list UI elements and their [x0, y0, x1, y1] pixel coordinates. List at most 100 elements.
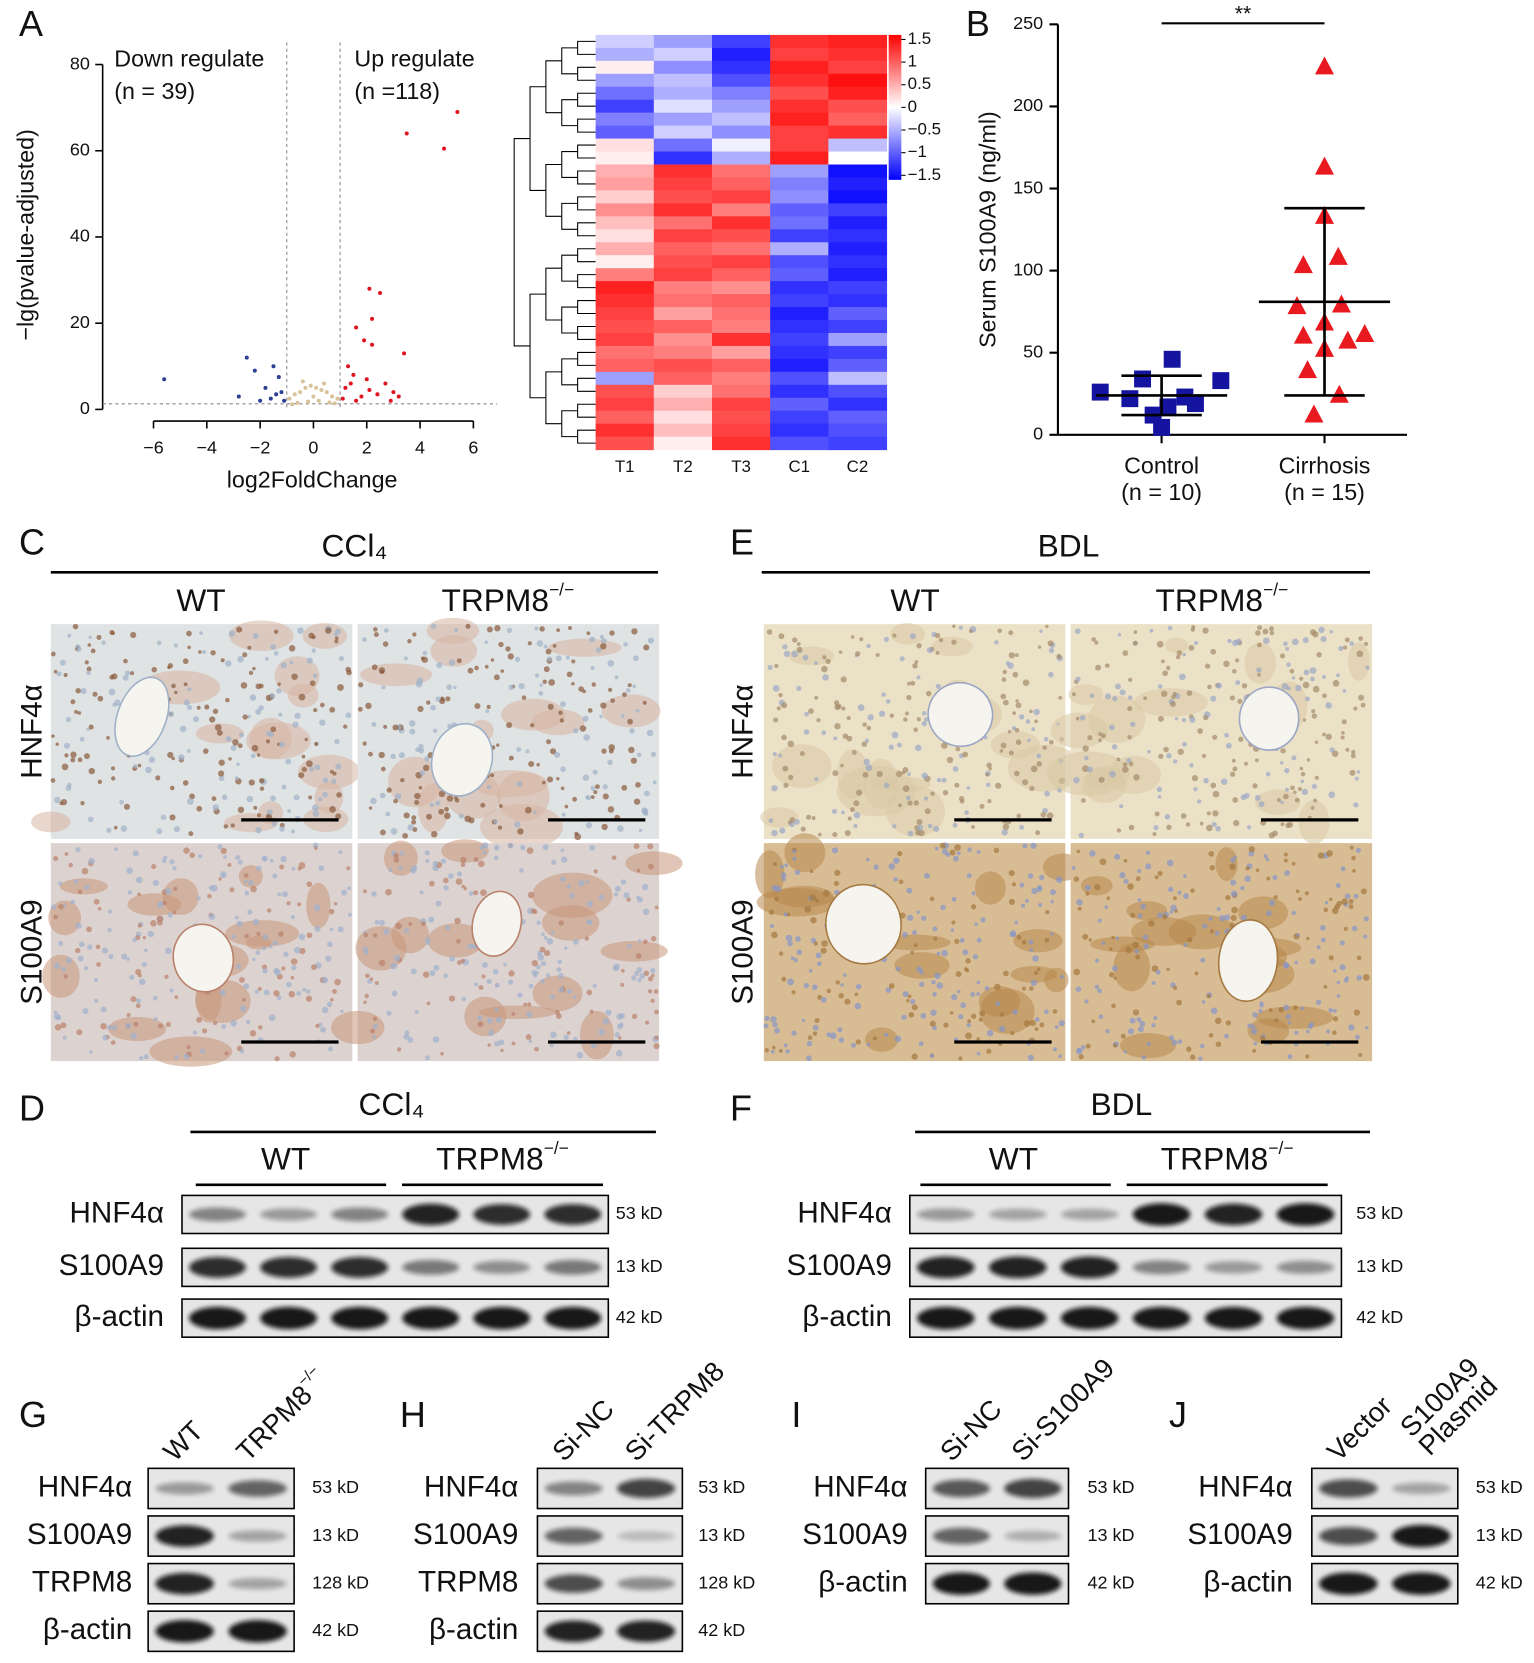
micrograph-texture	[1278, 1007, 1284, 1013]
micrograph-texture	[854, 992, 859, 997]
micrograph-texture	[1101, 941, 1106, 945]
micrograph-texture	[1166, 859, 1174, 867]
blot-band	[1392, 1572, 1451, 1595]
micrograph-texture	[648, 863, 654, 870]
micrograph-texture	[1224, 914, 1231, 921]
micrograph-texture	[1019, 882, 1025, 888]
y-tick-label: 250	[1013, 13, 1043, 33]
micrograph-texture	[480, 889, 487, 896]
heat-cell	[595, 164, 655, 178]
micrograph-texture	[1001, 829, 1008, 836]
micrograph-texture	[70, 757, 76, 763]
row-label: HNF4α	[16, 684, 49, 778]
micrograph-texture	[1149, 628, 1154, 633]
micrograph-texture	[1284, 768, 1290, 774]
micrograph-texture	[506, 627, 513, 633]
micrograph-texture	[1106, 896, 1111, 901]
micrograph-texture	[582, 774, 590, 781]
micrograph-texture	[1014, 653, 1019, 658]
micrograph-texture	[978, 1017, 983, 1022]
micrograph-texture	[846, 715, 851, 721]
micrograph-texture	[822, 890, 830, 897]
micrograph-texture	[1309, 629, 1317, 636]
micrograph-texture	[1302, 718, 1307, 722]
micrograph-texture	[1284, 870, 1291, 876]
micrograph-texture	[1255, 789, 1301, 815]
micrograph-texture	[894, 952, 950, 979]
micrograph-texture	[1189, 763, 1194, 768]
blot-strip	[181, 1298, 610, 1338]
micrograph-texture	[1229, 695, 1235, 701]
micrograph-texture	[556, 628, 561, 633]
micrograph-texture	[582, 689, 586, 694]
micrograph-texture	[1268, 1008, 1273, 1012]
micrograph-texture	[309, 680, 316, 687]
micrograph-texture	[481, 962, 488, 968]
micrograph-texture	[317, 797, 323, 802]
micrograph-texture	[976, 850, 981, 855]
micrograph-texture	[840, 676, 847, 683]
micrograph-texture	[289, 1051, 296, 1058]
micrograph-texture	[815, 952, 822, 959]
micrograph-texture	[898, 879, 904, 885]
blot-band	[544, 1259, 602, 1275]
micrograph-texture	[1212, 790, 1220, 798]
x-tick-label: 2	[362, 437, 372, 457]
micrograph-texture	[106, 735, 110, 740]
blot-band	[189, 1207, 246, 1222]
micrograph-texture	[337, 926, 344, 933]
heat-cell	[711, 216, 771, 230]
group-label-text: WT	[890, 582, 939, 618]
micrograph-texture	[586, 631, 591, 636]
micrograph-texture	[1058, 1054, 1063, 1059]
micrograph-texture	[237, 806, 245, 814]
micrograph-texture	[341, 889, 347, 896]
micrograph-texture	[1136, 1017, 1142, 1023]
micrograph-texture	[916, 675, 921, 680]
micrograph-texture	[59, 659, 66, 666]
heat-cell	[711, 177, 771, 191]
point	[258, 398, 263, 403]
micrograph-texture	[1050, 899, 1055, 904]
micrograph-texture	[121, 953, 128, 960]
micrograph-texture	[183, 1053, 190, 1060]
micrograph-texture	[543, 666, 550, 673]
micrograph-texture	[767, 665, 773, 670]
micrograph-texture	[1356, 955, 1362, 961]
micrograph-texture	[923, 796, 929, 801]
micrograph-texture	[1116, 828, 1122, 833]
micrograph-texture	[230, 823, 235, 828]
micrograph-texture	[528, 983, 534, 989]
micrograph-texture	[555, 655, 562, 662]
micrograph-texture	[252, 918, 260, 925]
vessel	[430, 723, 494, 797]
micrograph-texture	[772, 685, 780, 692]
micrograph-texture	[566, 884, 572, 889]
micrograph-texture	[589, 844, 596, 851]
micrograph-texture	[1111, 935, 1115, 940]
micrograph-texture	[229, 887, 235, 893]
micrograph-texture	[924, 808, 931, 815]
micrograph-texture	[888, 983, 895, 989]
micrograph-texture	[252, 632, 259, 639]
micrograph-texture	[956, 851, 961, 856]
micrograph-texture	[258, 683, 264, 689]
micrograph-texture	[460, 958, 465, 964]
heat-cell	[711, 242, 771, 256]
micrograph-texture	[1133, 774, 1140, 781]
point	[279, 390, 284, 395]
x-tick-label: 4	[415, 437, 425, 457]
micrograph-texture	[309, 766, 315, 772]
point	[1186, 395, 1204, 413]
micrograph-texture	[370, 797, 377, 805]
protein-label: HNF4α	[813, 1470, 907, 1503]
heat-cell	[828, 307, 888, 321]
micrograph-texture	[460, 856, 467, 864]
micrograph-texture	[542, 844, 549, 851]
micrograph-texture	[1328, 1008, 1334, 1013]
heat-cell	[828, 34, 888, 49]
micrograph-texture	[600, 702, 607, 709]
dendrogram	[561, 99, 578, 127]
heat-cell	[595, 281, 655, 295]
micrograph-texture	[86, 926, 92, 933]
